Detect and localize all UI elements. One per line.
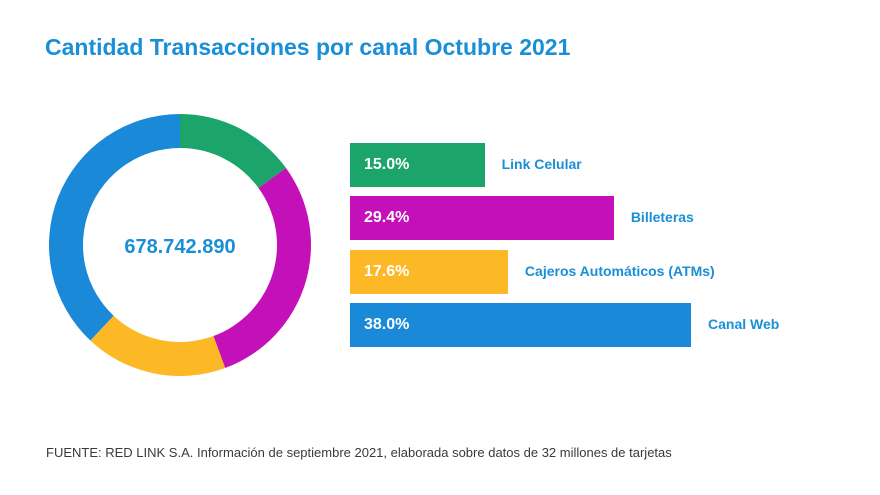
donut-chart: 678.742.890 (48, 114, 311, 376)
chart-title: Cantidad Transacciones por canal Octubre… (45, 34, 571, 60)
donut-slice-link-celular (180, 114, 286, 188)
donut-slice-cajeros (90, 315, 226, 376)
category-label-canal-web: Canal Web (708, 316, 780, 332)
bar-value-label: 15.0% (364, 156, 410, 173)
category-label-cajeros: Cajeros Automáticos (ATMs) (524, 263, 715, 279)
bar-value-label: 29.4% (364, 209, 410, 226)
bar-canal-web: 38.0% (350, 303, 691, 347)
source-note: FUENTE: RED LINK S.A. Información de sep… (46, 445, 672, 460)
category-label-link-celular: Link Celular (501, 156, 582, 172)
donut-slices (48, 114, 311, 376)
donut-center-total: 678.742.890 (124, 236, 235, 258)
bar-value-label: 17.6% (364, 263, 410, 280)
donut-slice-canal-web (48, 114, 180, 341)
bar-billeteras: 29.4% (350, 196, 614, 240)
bar-cajeros: 17.6% (350, 250, 508, 294)
bar-link-celular: 15.0% (350, 143, 485, 187)
category-label-billeteras: Billeteras (630, 209, 694, 225)
donut-slice-billeteras (213, 168, 311, 368)
bar-value-label: 38.0% (364, 316, 410, 333)
